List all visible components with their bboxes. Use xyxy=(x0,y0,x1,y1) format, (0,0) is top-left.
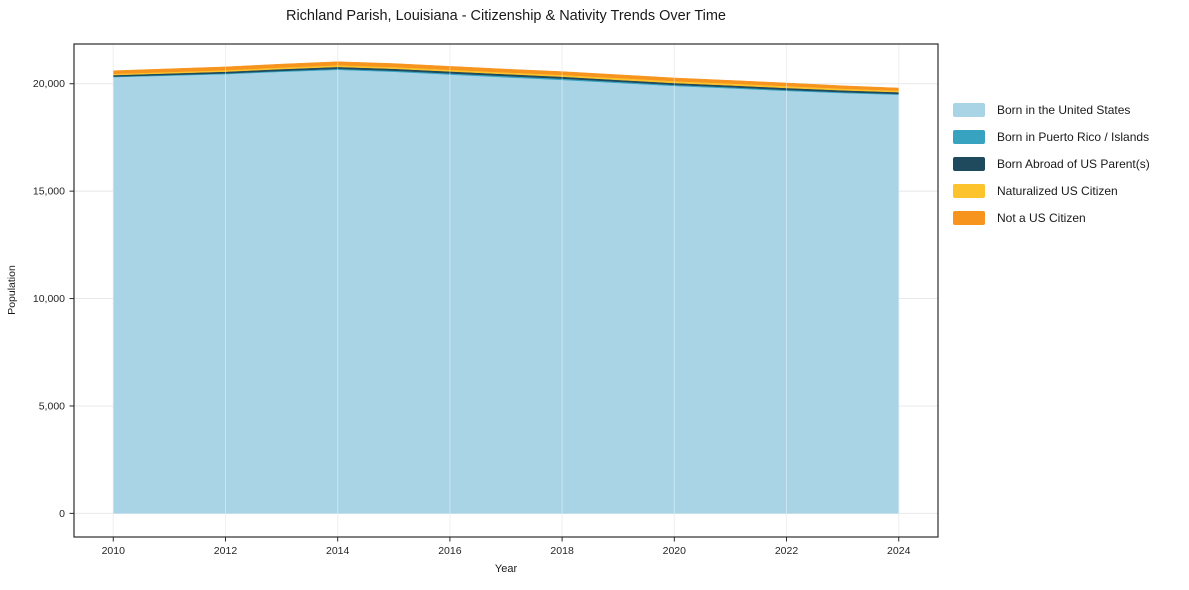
area-not-a-us-citizen xyxy=(113,61,899,91)
area-series xyxy=(113,61,899,514)
y-tick-label: 15,000 xyxy=(33,186,65,198)
legend-label: Born Abroad of US Parent(s) xyxy=(997,157,1150,171)
legend-label: Naturalized US Citizen xyxy=(997,184,1118,198)
y-tick-label: 20,000 xyxy=(33,78,65,90)
x-tick-label: 2020 xyxy=(663,545,687,557)
legend-label: Born in the United States xyxy=(997,103,1131,117)
y-tick-label: 10,000 xyxy=(33,293,65,305)
legend-item: Born Abroad of US Parent(s) xyxy=(953,157,1150,171)
x-tick-labels: 2010 2012 2014 2016 2018 2020 2022 2024 xyxy=(102,545,911,557)
legend-swatch xyxy=(953,211,985,225)
y-tick-label: 5,000 xyxy=(39,400,65,412)
legend-swatch xyxy=(953,157,985,171)
area-born-in-the-united-states xyxy=(113,69,899,514)
x-tick-label: 2010 xyxy=(102,545,126,557)
x-tick-label: 2018 xyxy=(550,545,574,557)
x-tick-label: 2016 xyxy=(438,545,462,557)
plot-frame xyxy=(73,43,939,538)
chart-legend: Born in the United States Born in Puerto … xyxy=(953,103,1150,225)
y-tick-labels: 0 5,000 10,000 15,000 20,000 xyxy=(33,78,65,520)
x-tick-label: 2012 xyxy=(214,545,238,557)
legend-item: Born in the United States xyxy=(953,103,1150,117)
legend-item: Born in Puerto Rico / Islands xyxy=(953,130,1150,144)
y-axis-label: Population xyxy=(6,265,18,315)
x-axis-label: Year xyxy=(495,563,518,575)
x-tick-label: 2022 xyxy=(775,545,799,557)
gridlines-overlay xyxy=(112,44,900,537)
legend-item: Naturalized US Citizen xyxy=(953,184,1150,198)
legend-swatch xyxy=(953,184,985,198)
legend-swatch xyxy=(953,103,985,117)
legend-swatch xyxy=(953,130,985,144)
x-tick-label: 2024 xyxy=(887,545,911,557)
x-tick-label: 2014 xyxy=(326,545,350,557)
legend-item: Not a US Citizen xyxy=(953,211,1150,225)
axis-ticks xyxy=(69,83,900,542)
y-tick-label: 0 xyxy=(59,508,65,520)
chart-title: Richland Parish, Louisiana - Citizenship… xyxy=(285,8,726,24)
legend-label: Not a US Citizen xyxy=(997,211,1086,225)
legend-label: Born in Puerto Rico / Islands xyxy=(997,130,1150,144)
